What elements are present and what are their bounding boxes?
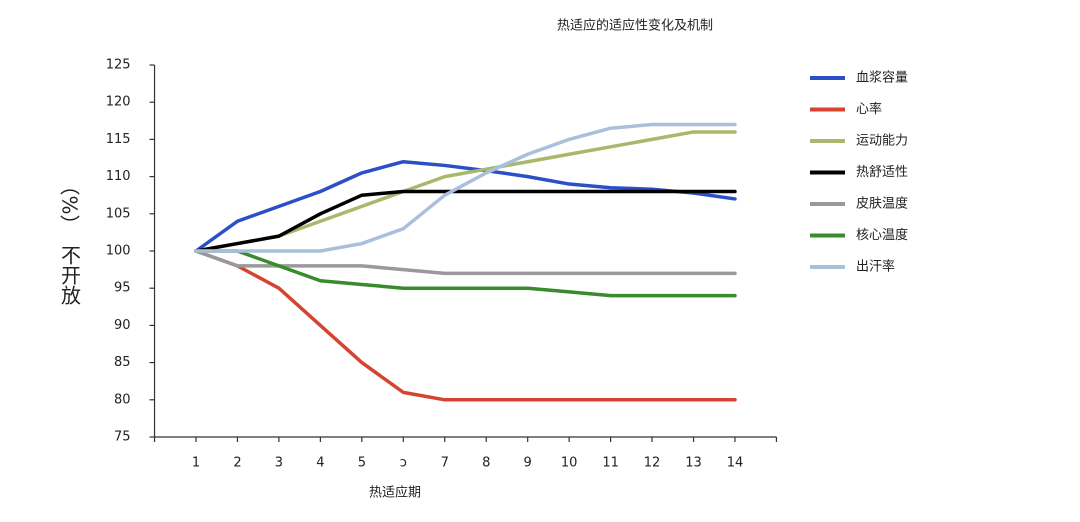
x-tick-label: 11 xyxy=(602,456,619,471)
x-tick-label: 9 xyxy=(524,456,532,471)
legend-label: 热舒适性 xyxy=(856,165,908,180)
data-line xyxy=(194,122,737,253)
data-line xyxy=(194,249,737,298)
legend-label: 核心温度 xyxy=(856,227,908,243)
x-tick-label: 8 xyxy=(482,456,490,471)
x-tick-label: ɔ xyxy=(400,456,407,471)
y-tick-label: 75 xyxy=(114,430,131,445)
y-tick-label: 85 xyxy=(114,355,131,370)
legend-label: 血浆容量 xyxy=(856,70,908,86)
y-tick-label: 95 xyxy=(114,281,131,296)
data-line xyxy=(194,159,737,253)
x-tick-label: 7 xyxy=(441,456,449,471)
y-tick-label: 100 xyxy=(106,244,131,259)
y-tick-label: 125 xyxy=(106,58,131,73)
x-tick-label: 2 xyxy=(233,456,241,471)
x-tick-label: 4 xyxy=(316,456,324,471)
x-tick-label: 3 xyxy=(275,456,283,471)
y-tick-label: 80 xyxy=(114,392,131,407)
x-tick-label: 1 xyxy=(192,456,200,471)
data-line xyxy=(194,249,737,402)
legend-label: 出汗率 xyxy=(856,259,895,275)
y-tick-label: 115 xyxy=(106,132,131,147)
y-axis-label: 不开放 xyxy=(58,245,82,305)
y-tick-label: 105 xyxy=(106,206,131,221)
legend-label: 皮肤温度 xyxy=(856,196,908,212)
legend-label: 心率 xyxy=(856,101,882,117)
data-line xyxy=(194,189,737,253)
x-tick-label: 10 xyxy=(561,456,578,471)
y-axis-unit: （%） xyxy=(58,175,82,234)
x-tick-label: 14 xyxy=(727,456,744,471)
y-tick-label: 110 xyxy=(106,169,131,184)
chart-title: 热适应的适应性变化及机制 xyxy=(557,18,713,34)
y-tick-label: 90 xyxy=(114,318,131,333)
data-line xyxy=(194,249,737,276)
x-tick-label: 12 xyxy=(644,456,661,471)
x-axis-label: 热适应期 xyxy=(369,485,421,501)
legend-label: 运动能力 xyxy=(856,134,908,149)
x-tick-label: 5 xyxy=(358,456,366,471)
y-tick-label: 120 xyxy=(106,95,131,110)
x-tick-label: 13 xyxy=(685,456,702,471)
